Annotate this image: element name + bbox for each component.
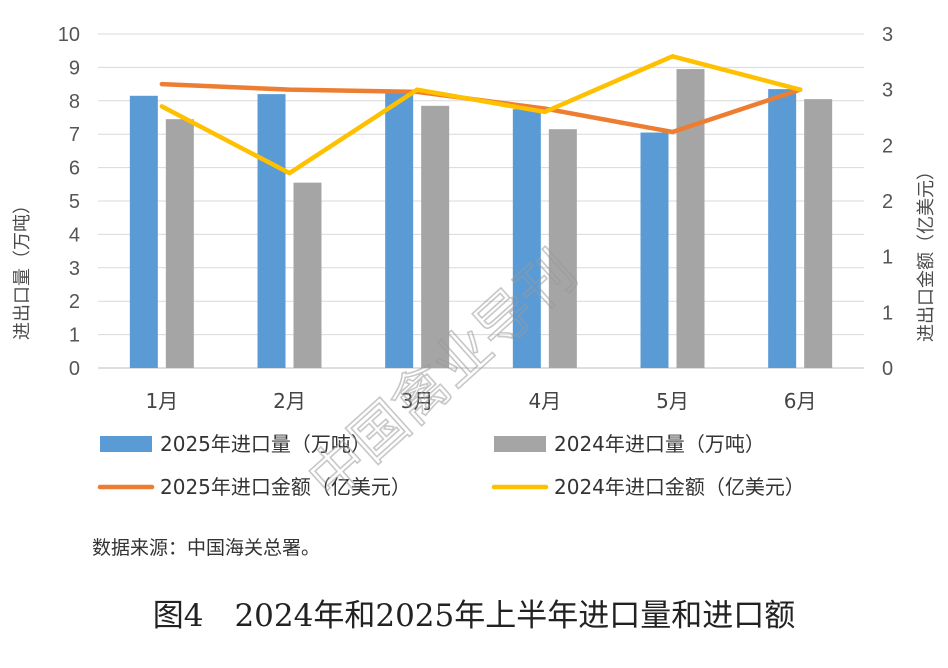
left-tick-label: 8 — [69, 91, 80, 113]
right-tick-label: 2 — [882, 135, 893, 157]
left-tick-label: 7 — [69, 124, 80, 146]
legend-label: 2024年进口量（万吨） — [554, 432, 765, 456]
right-tick-label: 1 — [882, 247, 893, 269]
left-axis-ticks: 0 1 2 3 4 5 6 7 8 9 10 — [58, 24, 80, 380]
bar-2025-volume — [257, 94, 286, 369]
right-tick-label: 2 — [882, 191, 893, 213]
legend-swatch — [494, 436, 546, 452]
right-axis-ticks: 0 1 1 2 2 3 3 — [882, 24, 893, 380]
left-tick-label: 10 — [58, 24, 80, 46]
category-label: 1月 — [145, 389, 178, 413]
line-2024-value — [159, 54, 803, 176]
right-tick-label: 3 — [882, 80, 893, 102]
left-tick-label: 6 — [69, 158, 80, 180]
bar-2024-volume — [804, 99, 833, 368]
bar-2025-volume — [512, 109, 541, 369]
bar-2024-volume — [548, 129, 577, 368]
bar-2025-volume — [129, 95, 158, 368]
bar-2025-volume — [640, 132, 669, 368]
line-series — [159, 54, 803, 176]
bar-2024-volume — [293, 182, 322, 368]
bar-2024-volume — [165, 119, 194, 368]
category-label: 3月 — [401, 389, 434, 413]
legend-label: 2025年进口量（万吨） — [160, 432, 371, 456]
left-tick-label: 2 — [69, 291, 80, 313]
left-tick-label: 5 — [69, 191, 80, 213]
category-label: 5月 — [656, 389, 689, 413]
left-axis-title: 进出口量（万吨） — [12, 196, 33, 340]
left-tick-label: 1 — [69, 325, 80, 347]
left-tick-label: 0 — [69, 358, 80, 380]
left-tick-label: 3 — [69, 258, 80, 280]
category-label: 6月 — [784, 389, 817, 413]
right-tick-label: 0 — [882, 358, 893, 380]
right-axis-title: 进出口金额（亿美元） — [916, 162, 937, 342]
bar-2024-volume — [421, 105, 450, 368]
category-label: 4月 — [528, 389, 561, 413]
category-label: 2月 — [273, 389, 306, 413]
left-tick-label: 4 — [69, 224, 80, 246]
bar-series — [129, 69, 833, 369]
category-labels: 1月 2月 3月 4月 5月 6月 — [145, 389, 816, 413]
right-tick-label: 3 — [882, 24, 893, 46]
legend-label: 2024年进口金额（亿美元） — [554, 475, 805, 499]
data-source-note: 数据来源：中国海关总署。 — [92, 537, 321, 559]
bar-2024-volume — [676, 69, 705, 368]
legend-label: 2025年进口金额（亿美元） — [160, 475, 411, 499]
legend-swatch — [100, 436, 152, 452]
right-tick-label: 1 — [882, 302, 893, 324]
bar-2025-volume — [768, 89, 797, 369]
figure-caption: 图4 2024年和2025年上半年进口量和进口额 — [152, 598, 796, 634]
chart: 0 1 2 3 4 5 6 7 8 9 10 0 1 1 2 2 3 3 1月 2月 3月 4月 5月 6月 进出口量（万… — [12, 24, 937, 513]
legend: 2025年进口量（万吨） 2024年进口量（万吨） 2025年进口金额（亿美元） 20… — [97, 432, 805, 499]
bar-2025-volume — [385, 90, 414, 368]
left-tick-label: 9 — [69, 57, 80, 79]
